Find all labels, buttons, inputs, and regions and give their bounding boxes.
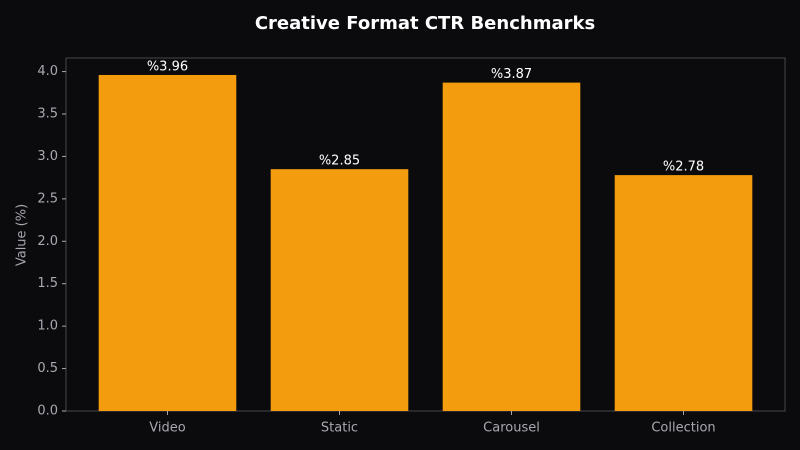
value-label: %2.85 [319, 154, 360, 169]
value-label: %2.78 [663, 160, 704, 175]
y-axis-label: Value (%) [15, 204, 30, 266]
y-tick-label: 2.5 [37, 191, 58, 206]
bar [442, 82, 581, 412]
value-label: %3.96 [147, 59, 188, 74]
y-tick-label: 4.0 [37, 64, 58, 79]
y-tick-label: 0.5 [37, 361, 58, 376]
y-tick-label: 1.5 [37, 276, 58, 291]
plot-frame [65, 57, 786, 412]
bar [614, 175, 753, 411]
y-tick-label: 3.5 [37, 107, 58, 122]
x-tick-label: Static [321, 421, 358, 436]
x-tick-label: Carousel [483, 421, 540, 436]
x-tick-label: Collection [651, 421, 715, 436]
y-tick-label: 0.0 [37, 404, 58, 419]
value-label: %3.87 [491, 67, 532, 82]
bar [270, 169, 409, 411]
x-tick-label: Video [149, 421, 185, 436]
bar [98, 74, 237, 411]
y-tick-label: 3.0 [37, 149, 58, 164]
y-tick-label: 2.0 [37, 234, 58, 249]
y-tick-label: 1.0 [37, 319, 58, 334]
chart-title: Creative Format CTR Benchmarks [255, 13, 595, 34]
